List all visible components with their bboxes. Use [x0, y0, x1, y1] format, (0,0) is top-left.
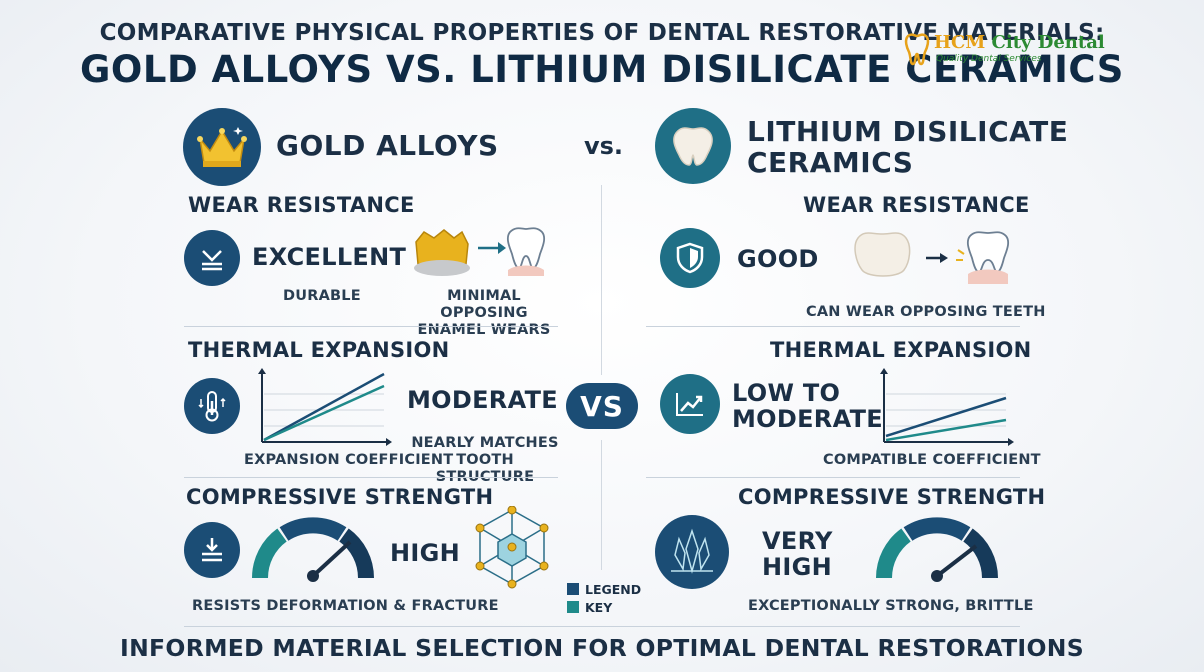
ceramic-tooth-badge	[655, 108, 731, 184]
gold-wear-badge	[184, 230, 240, 286]
ceramic-compressive-heading: COMPRESSIVE STRENGTH	[738, 485, 1046, 509]
gold-compressive-value: HIGH	[390, 539, 461, 567]
ceramic-gauge-icon	[876, 517, 998, 582]
gold-thermal-heading: THERMAL EXPANSION	[188, 338, 450, 362]
legend-swatch-2	[567, 601, 579, 613]
legend-swatch-1	[567, 583, 579, 595]
ceramic-thermal-chart	[880, 368, 1014, 446]
gold-thermal-chart	[258, 368, 392, 446]
crystal-icon	[671, 528, 713, 574]
thermometer-icon	[198, 391, 226, 422]
ceramic-compressive-caption: EXCEPTIONALLY STRONG, BRITTLE	[748, 598, 1034, 614]
gold-wear-caption-a: DURABLE	[283, 288, 361, 304]
vs-badge: VS	[566, 383, 638, 429]
ceramic-thermal-line-2	[885, 418, 1007, 442]
title-line-2: GOLD ALLOYS VS. LITHIUM DISILICATE CERAM…	[80, 48, 1124, 91]
tooth-icon	[673, 127, 713, 166]
gold-gauge-icon	[252, 517, 374, 582]
ceramic-thermal-value: LOW TO MODERATE	[732, 379, 883, 433]
center-divider-top	[601, 185, 602, 375]
gold-crown-badge	[183, 108, 261, 186]
ceramic-wear-heading: WEAR RESISTANCE	[803, 193, 1030, 217]
gold-divider-2	[184, 477, 558, 478]
ceramic-thermal-caption: COMPATIBLE COEFFICIENT	[823, 452, 1041, 468]
lattice-icon	[475, 506, 549, 589]
gold-wear-heading: WEAR RESISTANCE	[188, 193, 415, 217]
gold-thermal-line-2	[263, 384, 385, 442]
vs-top-label: vs.	[584, 132, 624, 160]
footer-divider	[184, 626, 1020, 627]
compress-icon	[202, 538, 222, 562]
wear-icon	[202, 250, 222, 271]
legend-item-1: LEGEND	[567, 580, 641, 598]
ceramic-compressive-value: VERY HIGH	[762, 527, 833, 581]
ceramic-compressive-badge	[655, 515, 729, 589]
ceramic-thermal-heading: THERMAL EXPANSION	[770, 338, 1032, 362]
gold-compressive-caption: RESISTS DEFORMATION & FRACTURE	[192, 598, 499, 614]
ceramic-thermal-badge	[660, 374, 720, 434]
ceramic-wear-caption: CAN WEAR OPPOSING TEETH	[806, 304, 1046, 320]
crown-icon	[197, 127, 247, 167]
gold-wear-caption-b: MINIMAL OPPOSING ENAMEL WEARS	[417, 288, 551, 338]
gold-thermal-line-1	[263, 372, 385, 442]
legend-item-2: KEY	[567, 598, 641, 616]
legend: LEGEND KEY	[567, 580, 641, 616]
ceramic-divider-1	[646, 326, 1020, 327]
logo-name: HCM City Dental	[934, 32, 1105, 53]
ceramic-title: LITHIUM DISILICATE CERAMICS	[747, 115, 1069, 179]
ceramic-wear-badge	[660, 228, 720, 288]
gold-compressive-badge	[184, 522, 240, 578]
gold-alloys-title: GOLD ALLOYS	[276, 129, 499, 162]
gold-divider-1	[184, 326, 558, 327]
shield-icon	[676, 242, 704, 274]
ceramic-wear-value: GOOD	[737, 245, 819, 273]
gold-thermal-caption-a: EXPANSION COEFFICIENT	[244, 452, 454, 468]
logo-tagline: Quality Dental Services	[936, 54, 1042, 64]
center-divider-bottom	[601, 440, 602, 570]
ceramic-crown-to-tooth-illustration	[854, 231, 1009, 284]
gold-thermal-value: MODERATE	[407, 386, 558, 414]
logo-tooth-icon	[904, 33, 930, 66]
footer-tagline: INFORMED MATERIAL SELECTION FOR OPTIMAL …	[120, 634, 1084, 662]
title-line-1: COMPARATIVE PHYSICAL PROPERTIES OF DENTA…	[99, 20, 1105, 46]
clinic-logo: HCM City Dental Quality Dental Services	[902, 32, 1105, 72]
trend-chart-icon	[676, 393, 703, 416]
ceramic-thermal-line-1	[885, 396, 1007, 438]
ceramic-divider-2	[646, 477, 1020, 478]
gold-compressive-heading: COMPRESSIVE STRENGTH	[186, 485, 494, 509]
gold-thermal-caption-b: NEARLY MATCHES TOOTH STRUCTURE	[411, 435, 559, 485]
gold-thermal-badge	[184, 378, 240, 434]
gold-crown-to-tooth-illustration	[414, 227, 545, 276]
gold-wear-value: EXCELLENT	[252, 243, 407, 271]
